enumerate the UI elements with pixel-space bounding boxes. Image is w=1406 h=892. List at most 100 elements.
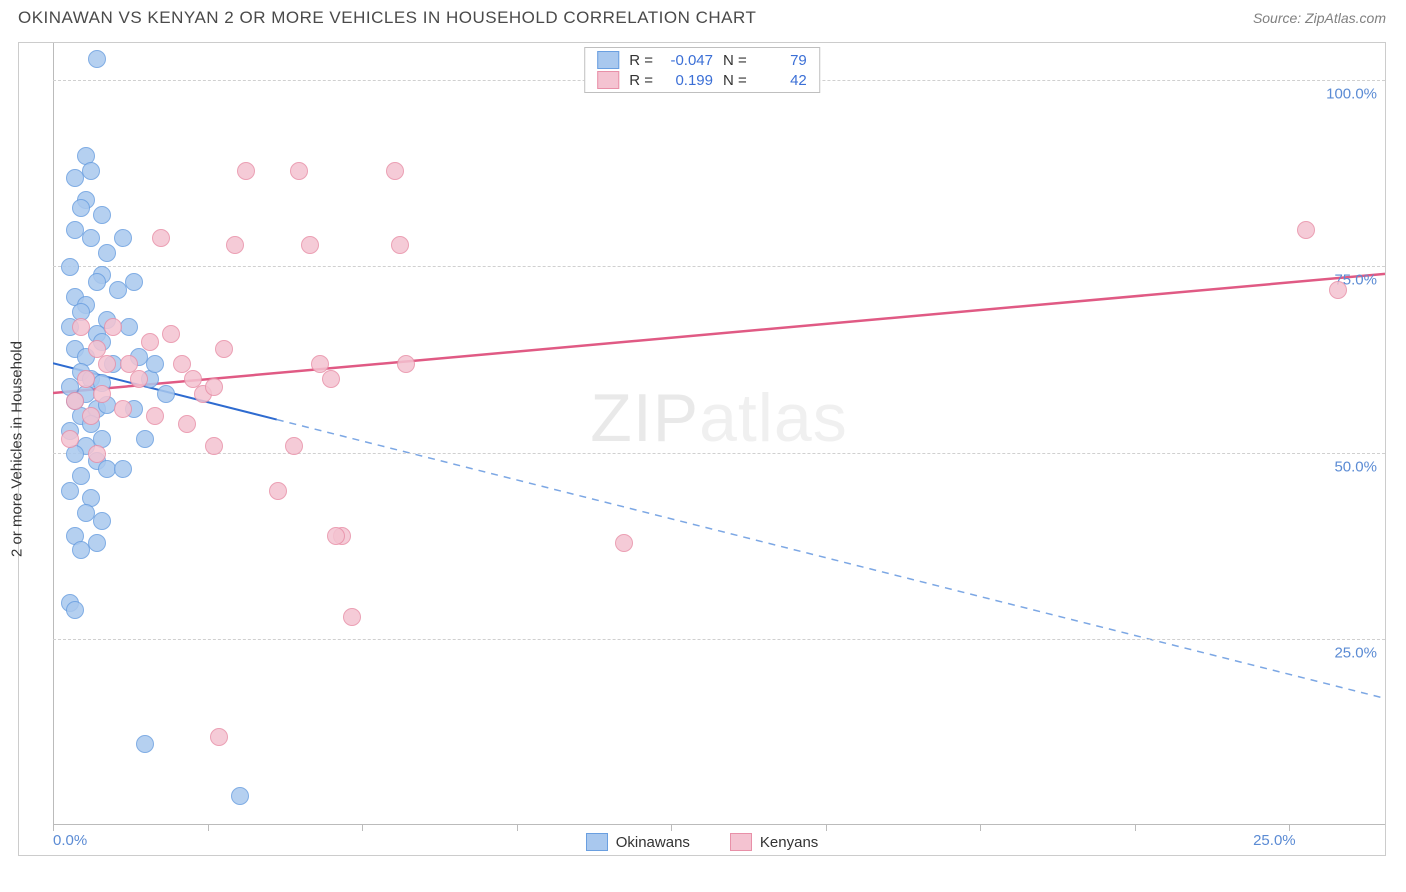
scatter-point xyxy=(152,229,170,247)
stats-row-okinawans: R = -0.047 N = 79 xyxy=(585,50,819,70)
scatter-point xyxy=(93,385,111,403)
n-label: N = xyxy=(723,72,747,89)
scatter-point xyxy=(88,534,106,552)
scatter-point xyxy=(210,728,228,746)
stats-row-kenyans: R = 0.199 N = 42 xyxy=(585,70,819,90)
scatter-point xyxy=(114,229,132,247)
regression-lines xyxy=(53,43,1385,825)
scatter-point xyxy=(162,325,180,343)
x-tick xyxy=(826,825,827,831)
chart-source: Source: ZipAtlas.com xyxy=(1253,10,1386,26)
scatter-point xyxy=(146,407,164,425)
scatter-point xyxy=(61,430,79,448)
scatter-point xyxy=(205,378,223,396)
x-tick xyxy=(1135,825,1136,831)
stats-legend: R = -0.047 N = 79 R = 0.199 N = 42 xyxy=(584,47,820,93)
swatch-kenyans xyxy=(597,71,619,89)
scatter-point xyxy=(285,437,303,455)
gridline-h xyxy=(53,266,1385,267)
scatter-point xyxy=(93,206,111,224)
scatter-point xyxy=(93,512,111,530)
scatter-point xyxy=(343,608,361,626)
scatter-point xyxy=(322,370,340,388)
x-tick-label: 25.0% xyxy=(1253,832,1296,849)
legend-label-kenyans: Kenyans xyxy=(760,834,818,851)
y-tick-label: 50.0% xyxy=(1334,458,1377,475)
legend-swatch-kenyans xyxy=(730,833,752,851)
scatter-point xyxy=(98,244,116,262)
scatter-point xyxy=(82,229,100,247)
r-value-okinawans: -0.047 xyxy=(663,52,713,69)
scatter-point xyxy=(82,162,100,180)
scatter-point xyxy=(301,236,319,254)
scatter-point xyxy=(1329,281,1347,299)
watermark: ZIPatlas xyxy=(590,379,847,457)
scatter-point xyxy=(205,437,223,455)
scatter-point xyxy=(88,273,106,291)
scatter-point xyxy=(72,541,90,559)
legend-swatch-okinawans xyxy=(586,833,608,851)
scatter-point xyxy=(72,318,90,336)
y-axis-label: 2 or more Vehicles in Household xyxy=(9,341,26,557)
scatter-point xyxy=(231,787,249,805)
legend-item-okinawans: Okinawans xyxy=(586,833,690,851)
scatter-point xyxy=(88,445,106,463)
scatter-point xyxy=(66,601,84,619)
scatter-point xyxy=(397,355,415,373)
scatter-point xyxy=(290,162,308,180)
x-tick xyxy=(53,825,54,831)
x-tick xyxy=(980,825,981,831)
x-tick xyxy=(517,825,518,831)
r-label: R = xyxy=(629,52,653,69)
x-tick xyxy=(362,825,363,831)
scatter-point xyxy=(72,199,90,217)
scatter-point xyxy=(141,333,159,351)
x-tick-label: 0.0% xyxy=(53,832,87,849)
r-value-kenyans: 0.199 xyxy=(663,72,713,89)
scatter-point xyxy=(178,415,196,433)
chart-container: 2 or more Vehicles in Household ZIPatlas… xyxy=(18,42,1386,856)
scatter-point xyxy=(386,162,404,180)
y-tick-label: 25.0% xyxy=(1334,644,1377,661)
scatter-point xyxy=(104,318,122,336)
scatter-point xyxy=(157,385,175,403)
scatter-point xyxy=(226,236,244,254)
plot-area: ZIPatlas 25.0%50.0%75.0%100.0% xyxy=(53,43,1385,825)
y-axis-line xyxy=(53,43,54,825)
r-label: R = xyxy=(629,72,653,89)
scatter-point xyxy=(125,273,143,291)
scatter-point xyxy=(237,162,255,180)
scatter-point xyxy=(61,482,79,500)
bottom-legend: Okinawans Kenyans xyxy=(19,833,1385,851)
legend-label-okinawans: Okinawans xyxy=(616,834,690,851)
scatter-point xyxy=(61,258,79,276)
scatter-point xyxy=(136,735,154,753)
gridline-h xyxy=(53,453,1385,454)
legend-item-kenyans: Kenyans xyxy=(730,833,818,851)
swatch-okinawans xyxy=(597,51,619,69)
scatter-point xyxy=(215,340,233,358)
scatter-point xyxy=(66,169,84,187)
scatter-point xyxy=(114,460,132,478)
chart-header: OKINAWAN VS KENYAN 2 OR MORE VEHICLES IN… xyxy=(0,0,1406,34)
x-tick xyxy=(671,825,672,831)
gridline-h xyxy=(53,639,1385,640)
n-value-okinawans: 79 xyxy=(757,52,807,69)
scatter-point xyxy=(77,370,95,388)
x-tick xyxy=(208,825,209,831)
y-tick-label: 100.0% xyxy=(1326,86,1377,103)
chart-title: OKINAWAN VS KENYAN 2 OR MORE VEHICLES IN… xyxy=(18,8,756,28)
n-value-kenyans: 42 xyxy=(757,72,807,89)
x-tick xyxy=(1289,825,1290,831)
scatter-point xyxy=(327,527,345,545)
scatter-point xyxy=(269,482,287,500)
scatter-point xyxy=(615,534,633,552)
scatter-point xyxy=(146,355,164,373)
scatter-point xyxy=(88,50,106,68)
scatter-point xyxy=(391,236,409,254)
scatter-point xyxy=(120,318,138,336)
n-label: N = xyxy=(723,52,747,69)
scatter-point xyxy=(136,430,154,448)
scatter-point xyxy=(1297,221,1315,239)
x-axis-line xyxy=(53,824,1385,825)
